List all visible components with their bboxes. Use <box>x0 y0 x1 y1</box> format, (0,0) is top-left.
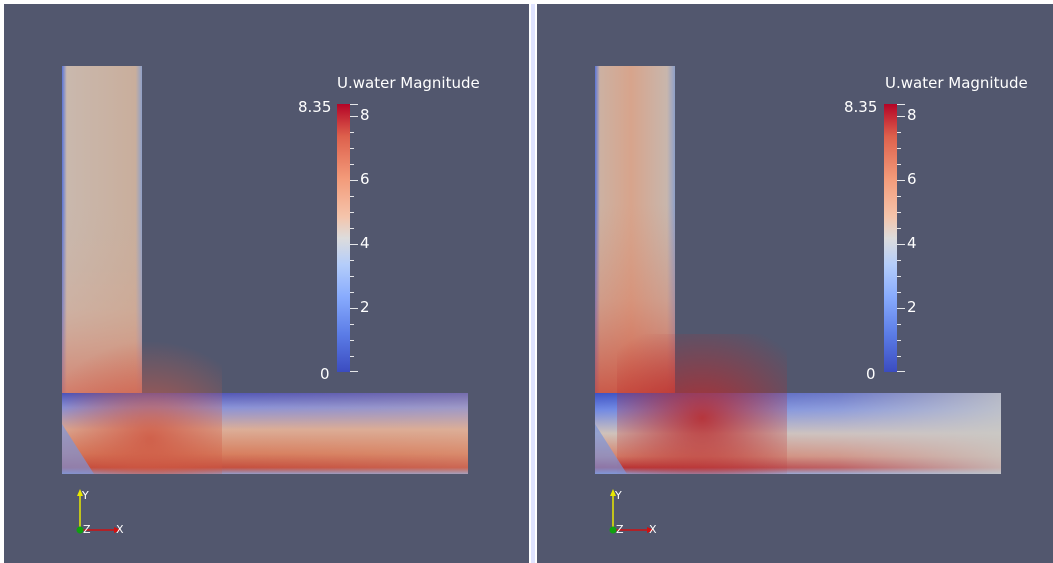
color-legend-left: U.water Magnitude 8.35 8 6 4 2 0 <box>4 4 480 382</box>
z-axis-label: Z <box>83 523 91 536</box>
legend-tick-label: 8 <box>907 106 917 124</box>
colormap-bar <box>337 104 350 372</box>
legend-tick-label: 8 <box>360 106 370 124</box>
velocity-field-left <box>62 66 468 474</box>
legend-max-label: 8.35 <box>298 98 332 116</box>
orientation-axes-left: Y Z X <box>70 484 140 548</box>
y-axis-label: Y <box>82 489 89 502</box>
legend-title: U.water Magnitude <box>885 74 1028 92</box>
legend-ticks <box>350 104 358 372</box>
legend-tick-label: 6 <box>360 170 370 188</box>
legend-min-label: 0 <box>320 365 330 383</box>
color-legend-right: U.water Magnitude 8.35 8 6 4 2 0 <box>537 4 1028 382</box>
y-axis-label: Y <box>615 489 622 502</box>
orientation-axes-right: Y Z X <box>603 484 673 548</box>
velocity-field-right <box>595 66 1001 474</box>
render-view-right[interactable]: U.water Magnitude 8.35 8 6 4 2 0 <box>537 4 1053 563</box>
legend-title: U.water Magnitude <box>337 74 480 92</box>
render-view-left[interactable]: U.water Magnitude 8.35 8 6 4 2 0 <box>4 4 529 563</box>
x-axis-label: X <box>649 523 657 536</box>
legend-tick-label: 4 <box>360 234 370 252</box>
legend-max-label: 8.35 <box>844 98 878 116</box>
axes-triad-icon <box>76 489 121 534</box>
axes-triad-icon <box>609 489 654 534</box>
legend-tick-label: 2 <box>907 298 917 316</box>
legend-tick-label: 6 <box>907 170 917 188</box>
legend-min-label: 0 <box>866 365 876 383</box>
z-axis-label: Z <box>616 523 624 536</box>
viewport-splitter[interactable] <box>531 4 535 563</box>
colormap-bar <box>884 104 897 372</box>
legend-ticks <box>897 104 905 372</box>
legend-tick-label: 2 <box>360 298 370 316</box>
x-axis-label: X <box>116 523 124 536</box>
legend-tick-label: 4 <box>907 234 917 252</box>
